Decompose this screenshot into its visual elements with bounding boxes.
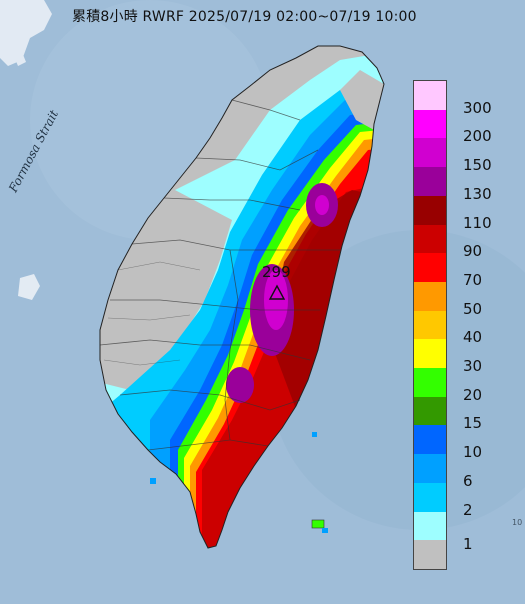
legend-label: 200 xyxy=(463,127,492,146)
legend-label: 10 xyxy=(463,443,483,462)
legend-label: 90 xyxy=(463,242,483,261)
legend-swatch xyxy=(414,81,446,111)
rain-northeast-tip xyxy=(340,70,384,130)
legend-label: 6 xyxy=(463,471,473,490)
legend-swatch xyxy=(414,482,446,513)
legend-label: 50 xyxy=(463,299,483,318)
map-title: 累積8小時 RWRF 2025/07/19 02:00~07/19 10:00 xyxy=(72,9,417,25)
corner-label: 10 xyxy=(512,518,523,527)
rain-150-north xyxy=(315,195,329,215)
legend-label: 20 xyxy=(463,385,483,404)
legend-swatch xyxy=(414,540,446,570)
cloud-patches xyxy=(0,0,52,300)
legend-swatch xyxy=(414,310,446,340)
legend-swatch xyxy=(414,167,446,197)
legend-swatch xyxy=(414,339,446,369)
legend-label: 300 xyxy=(463,98,492,117)
legend-label: 1 xyxy=(463,534,473,553)
legend-label: 130 xyxy=(463,184,492,203)
islets xyxy=(150,432,328,533)
legend-label: 70 xyxy=(463,270,483,289)
river-lines xyxy=(103,261,201,366)
legend-swatch xyxy=(414,281,446,312)
ocean-shading-east xyxy=(270,230,525,530)
legend-label: 2 xyxy=(463,500,473,519)
legend-swatch xyxy=(414,109,446,139)
legend-swatch xyxy=(414,511,446,541)
legend-swatch xyxy=(414,396,446,426)
legend-label: 30 xyxy=(463,357,483,376)
legend-label: 40 xyxy=(463,328,483,347)
rain-130-south xyxy=(226,367,254,403)
legend-swatch xyxy=(414,224,446,254)
peak-value-label: 299 xyxy=(262,263,291,281)
legend-label: 15 xyxy=(463,414,483,433)
county-boundaries xyxy=(99,99,340,451)
legend-swatch xyxy=(414,425,446,455)
legend-label: 150 xyxy=(463,156,492,175)
rainfall-legend xyxy=(413,80,447,570)
legend-swatch xyxy=(414,138,446,168)
rain-150-core xyxy=(264,270,288,330)
island-outline xyxy=(99,45,385,549)
legend-label: 110 xyxy=(463,213,492,232)
legend-swatch xyxy=(414,195,446,226)
legend-swatch xyxy=(414,253,446,283)
legend-swatch xyxy=(414,368,446,398)
legend-swatch xyxy=(414,454,446,484)
peak-marker-icon xyxy=(268,284,286,300)
